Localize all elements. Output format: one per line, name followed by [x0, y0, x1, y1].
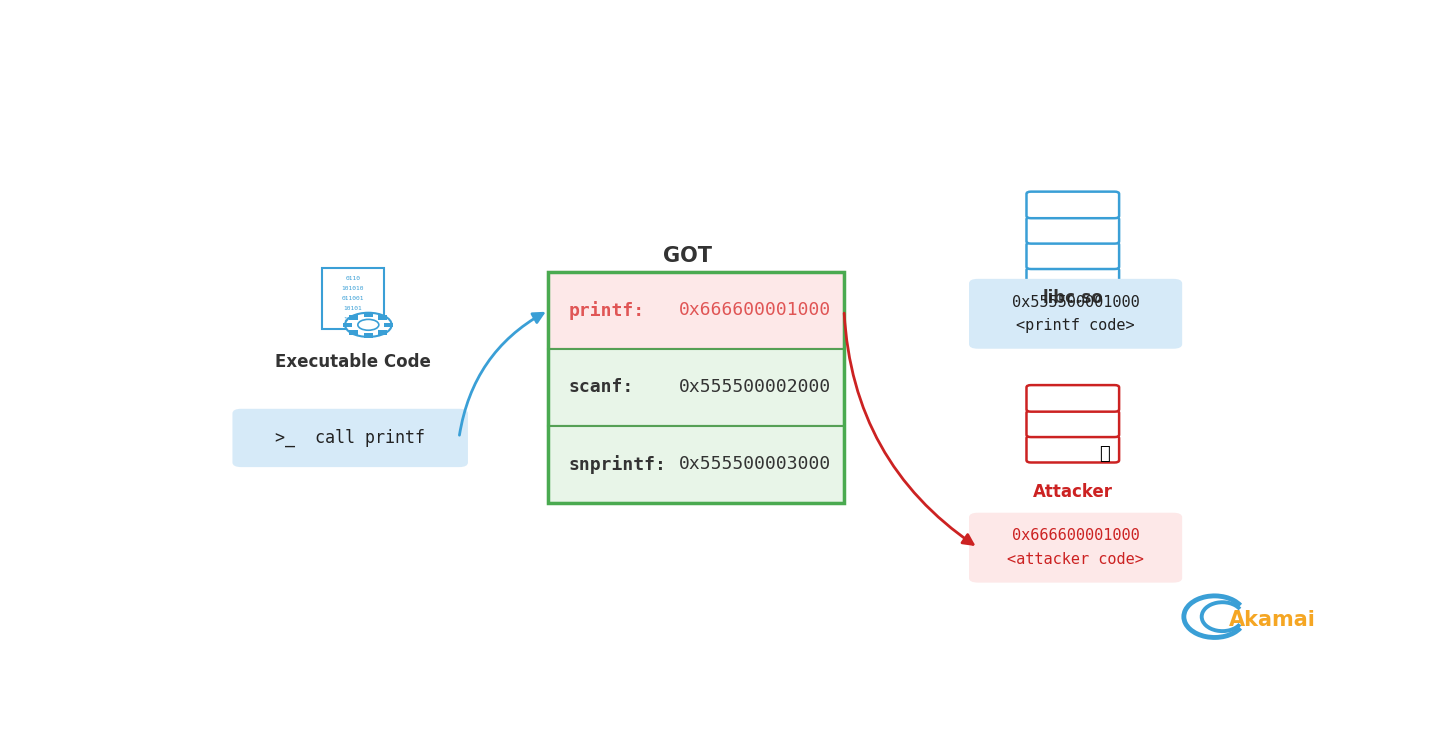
Text: 💀: 💀 [1099, 445, 1109, 463]
Text: libc.so: libc.so [1043, 290, 1103, 308]
Text: 101010: 101010 [341, 286, 364, 291]
FancyBboxPatch shape [969, 513, 1182, 583]
Text: 011001: 011001 [341, 296, 364, 301]
Text: 0x555500001000
<printf code>: 0x555500001000 <printf code> [1012, 295, 1139, 333]
Text: Executable Code: Executable Code [275, 352, 431, 370]
Bar [343, 322, 353, 327]
Text: snprintf:: snprintf: [569, 455, 667, 474]
Text: 10111: 10111 [344, 316, 363, 322]
Text: printf:: printf: [569, 301, 645, 320]
Text: Akamai: Akamai [1230, 610, 1316, 630]
Text: 0110: 0110 [346, 275, 360, 280]
Text: 0x666600001000
<attacker code>: 0x666600001000 <attacker code> [1007, 529, 1143, 567]
FancyBboxPatch shape [549, 426, 844, 503]
Circle shape [357, 320, 379, 330]
Text: 0x555500002000: 0x555500002000 [678, 379, 831, 397]
FancyBboxPatch shape [969, 279, 1182, 349]
Bar [384, 322, 393, 327]
Text: 10101: 10101 [344, 306, 363, 311]
Bar [350, 315, 359, 320]
FancyBboxPatch shape [1027, 242, 1119, 269]
FancyBboxPatch shape [549, 349, 844, 426]
FancyBboxPatch shape [549, 272, 844, 349]
Text: Attacker: Attacker [1032, 483, 1113, 501]
Text: scanf:: scanf: [569, 379, 634, 397]
FancyBboxPatch shape [1027, 268, 1119, 295]
Circle shape [346, 313, 392, 337]
Text: >_  call printf: >_ call printf [275, 429, 425, 447]
FancyBboxPatch shape [1027, 436, 1119, 463]
Text: 0x555500003000: 0x555500003000 [678, 455, 831, 473]
Bar [364, 312, 373, 316]
FancyBboxPatch shape [1027, 192, 1119, 218]
Bar [350, 330, 359, 334]
Text: 0x666600001000: 0x666600001000 [678, 302, 831, 320]
FancyBboxPatch shape [1027, 217, 1119, 244]
Bar [364, 333, 373, 338]
FancyBboxPatch shape [232, 409, 468, 467]
FancyBboxPatch shape [1027, 385, 1119, 412]
Bar [379, 315, 387, 320]
Bar [379, 330, 387, 334]
FancyBboxPatch shape [1027, 410, 1119, 437]
Text: GOT: GOT [664, 246, 713, 266]
FancyBboxPatch shape [323, 268, 383, 329]
